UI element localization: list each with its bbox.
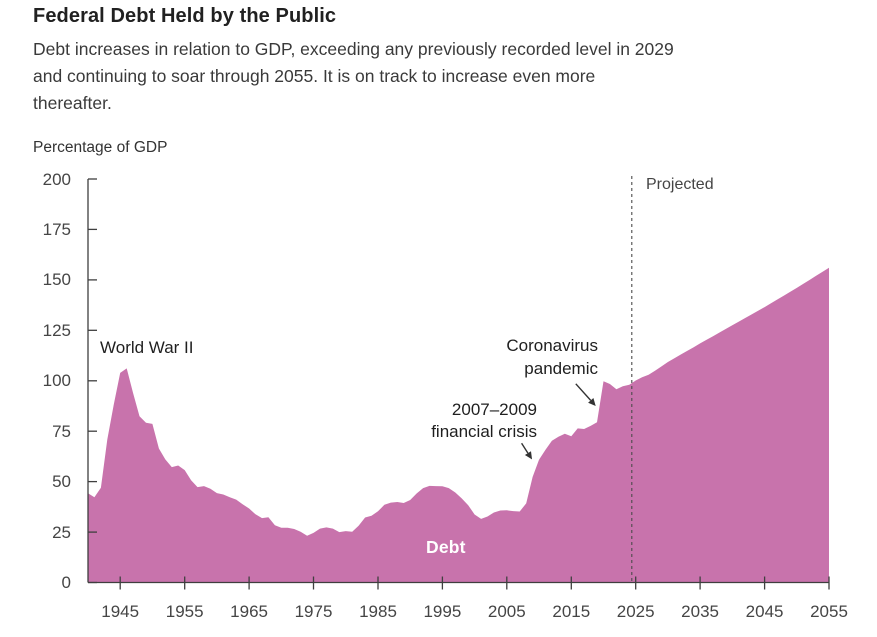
annotation-line: Coronavirus [506,336,598,355]
y-tick-label-50: 50 [52,472,71,492]
area-series-label: Debt [426,537,466,557]
x-tick-label-1945: 1945 [101,602,140,621]
projected-label: Projected [646,176,714,193]
subtitle-line: thereafter. [33,93,112,113]
debt-area [88,267,829,583]
x-tick-label-1995: 1995 [423,602,462,621]
x-tick-label-2015: 2015 [552,602,591,621]
coronavirus-arrow-head [588,398,596,406]
y-tick-label-125: 125 [42,320,71,340]
annotation-line: pandemic [524,359,598,378]
annotation-financial-crisis: 2007–2009 financial crisis [431,399,537,442]
subtitle-line: Debt increases in relation to GDP, excee… [33,39,674,59]
x-tick-label-2055: 2055 [810,602,848,621]
x-tick-label-2025: 2025 [616,602,655,621]
y-tick-label-75: 75 [52,421,71,441]
y-tick-label-175: 175 [42,219,71,239]
financial-crisis-arrow [521,442,529,454]
annotation-line: 2007–2009 [451,400,537,419]
annotation-line: financial crisis [431,421,537,441]
x-tick-label-1965: 1965 [230,602,268,621]
y-tick-label-0: 0 [61,573,71,592]
y-axis-unit-label: Percentage of GDP [33,139,168,156]
x-tick-label-2045: 2045 [745,602,784,621]
y-tick-label-100: 100 [42,371,71,391]
x-tick-label-2035: 2035 [681,602,719,621]
y-tick-label-150: 150 [42,270,71,290]
chart-title: Federal Debt Held by the Public [33,5,337,27]
coronavirus-arrow [575,383,592,401]
chart-subtitle: Debt increases in relation to GDP, excee… [33,36,674,117]
x-tick-label-2005: 2005 [487,602,526,621]
financial-crisis-arrow-head [524,451,532,460]
x-tick-label-1985: 1985 [359,602,397,621]
annotation-world-war-ii: World War II [100,338,194,357]
y-tick-label-25: 25 [52,522,71,542]
annotation-coronavirus: Coronavirus pandemic [506,334,598,380]
x-tick-label-1975: 1975 [294,602,333,621]
x-tick-label-1955: 1955 [165,602,204,621]
subtitle-line: and continuing to soar through 2055. It … [33,66,596,86]
y-tick-label-200: 200 [42,169,71,189]
